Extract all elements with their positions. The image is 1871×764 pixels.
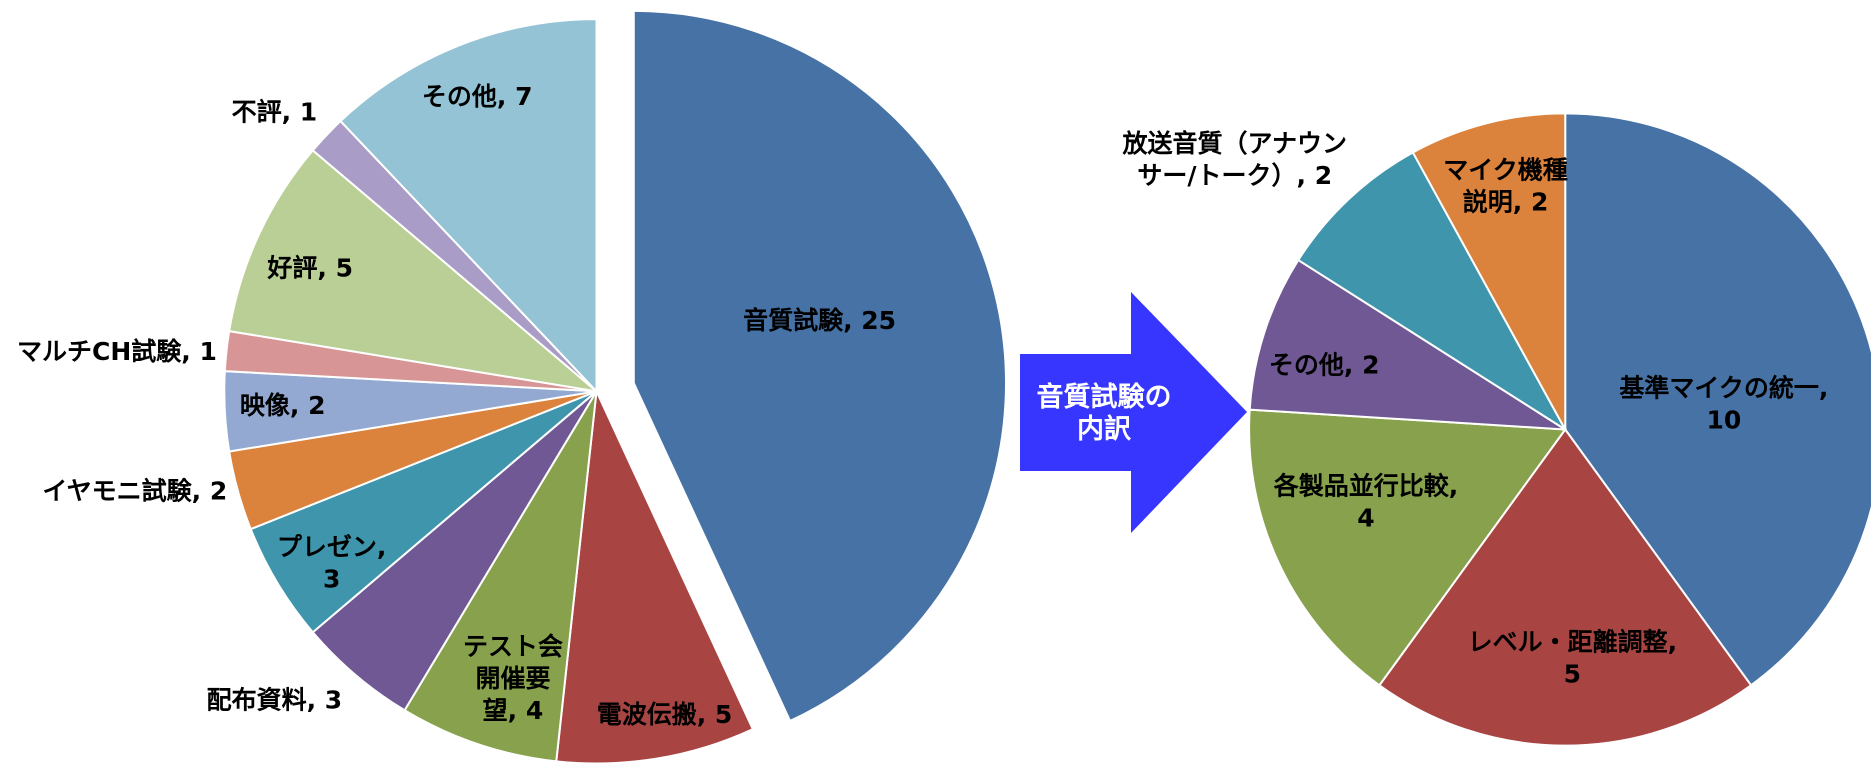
data-label: レベル・距離調整, 5 <box>1468 628 1678 689</box>
arrow <box>1020 292 1247 533</box>
data-label: 配布資料, 3 <box>207 685 343 714</box>
pie-slice <box>632 9 1007 723</box>
pie-slice <box>555 387 755 764</box>
data-label: マイク機種説明, 2 <box>1443 155 1568 216</box>
data-label: マルチCH試験, 1 <box>17 337 217 366</box>
data-label: 映像, 2 <box>240 391 326 420</box>
data-label: 好評, 5 <box>266 254 353 283</box>
pie-slice <box>228 148 600 393</box>
data-label: 音質試験, 25 <box>743 306 896 335</box>
data-label: 各製品並行比較, 4 <box>1273 471 1459 532</box>
pie-slice <box>403 390 598 763</box>
pie-slice <box>1564 112 1871 687</box>
data-label: その他, 2 <box>1269 350 1380 379</box>
pie-slice <box>339 18 598 394</box>
data-label: プレゼン, 3 <box>277 532 387 593</box>
data-label: 放送音質（アナウンサー/トーク）, 2 <box>1121 129 1347 190</box>
data-label: テスト会開催要望, 4 <box>463 632 563 725</box>
data-label: 電波伝搬, 5 <box>597 700 733 729</box>
pie-slice <box>1296 151 1567 431</box>
pie-slice <box>1411 112 1567 430</box>
pie-slice <box>1377 427 1753 747</box>
pie-slice <box>1248 408 1568 687</box>
data-label: 不評, 1 <box>232 97 318 126</box>
arrow-label: 音質試験の内訳 <box>1037 381 1172 445</box>
data-label: イヤモニ試験, 2 <box>42 477 227 506</box>
data-label: その他, 7 <box>422 82 533 111</box>
data-label: 基準マイクの統一, 10 <box>1619 374 1828 435</box>
pie-slice <box>1248 258 1566 431</box>
